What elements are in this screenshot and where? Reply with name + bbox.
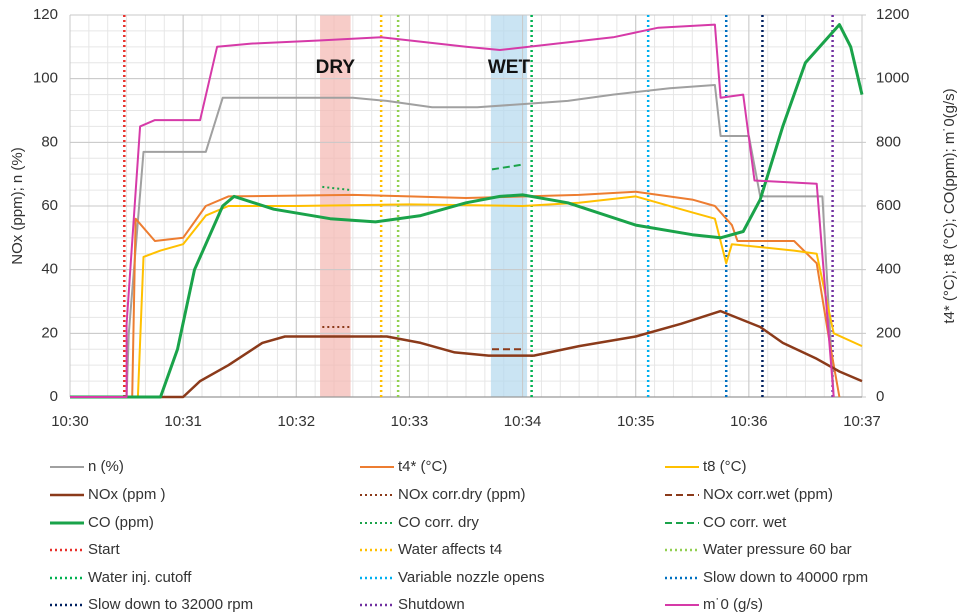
legend-label: Water inj. cutoff xyxy=(88,569,192,586)
legend-label: Variable nozzle opens xyxy=(398,569,544,586)
x-tick-label: 10:34 xyxy=(504,413,542,430)
legend-label: CO corr. wet xyxy=(703,514,787,531)
series-line xyxy=(70,190,841,398)
x-tick-label: 10:33 xyxy=(391,413,429,430)
x-tick-label: 10:36 xyxy=(730,413,768,430)
y2-tick-label: 800 xyxy=(876,133,901,150)
legend-label: Water affects t4 xyxy=(398,541,502,558)
legend-label: t8 (°C) xyxy=(703,458,747,475)
series-line xyxy=(70,195,863,398)
legend-item: t8 (°C) xyxy=(665,458,747,475)
legend-label: CO corr. dry xyxy=(398,514,479,531)
series-line xyxy=(70,23,835,398)
y2-tick-label: 1000 xyxy=(876,70,909,87)
legend-item: m˙0 (g/s) xyxy=(665,596,763,613)
band-label: DRY xyxy=(316,57,356,78)
legend-label: Slow down to 40000 rpm xyxy=(703,569,868,586)
series-line xyxy=(70,23,864,399)
y2-axis-title: t4* (°C); t8 (°C); CO(ppm); m˙0(g/s) xyxy=(941,88,958,323)
legend-item: NOx corr.dry (ppm) xyxy=(360,486,526,503)
legend-label: Slow down to 32000 rpm xyxy=(88,596,253,613)
x-tick-label: 10:30 xyxy=(51,413,89,430)
legend-item: Water inj. cutoff xyxy=(50,569,192,586)
legend-label: Shutdown xyxy=(398,596,465,613)
y-tick-label: 40 xyxy=(41,261,58,278)
y2-tick-label: 400 xyxy=(876,261,901,278)
y-tick-label: 120 xyxy=(33,6,58,23)
legend-label: Water pressure 60 bar xyxy=(703,541,852,558)
y-tick-label: 20 xyxy=(41,324,58,341)
legend-item: CO corr. dry xyxy=(360,514,479,531)
y2-tick-label: 1200 xyxy=(876,6,909,23)
legend-label: Start xyxy=(88,541,121,558)
legend-label: m˙0 (g/s) xyxy=(703,596,763,613)
legend-label: CO (ppm) xyxy=(88,514,154,531)
legend-item: CO corr. wet xyxy=(665,514,787,531)
series-line xyxy=(491,163,523,171)
legend-item: Slow down to 40000 rpm xyxy=(665,569,868,586)
legend-item: Water pressure 60 bar xyxy=(665,541,852,558)
y2-tick-label: 0 xyxy=(876,388,884,405)
legend-item: NOx corr.wet (ppm) xyxy=(665,486,833,503)
y-tick-label: 100 xyxy=(33,70,58,87)
y-tick-label: 60 xyxy=(41,197,58,214)
x-tick-label: 10:35 xyxy=(617,413,655,430)
x-tick-label: 10:37 xyxy=(843,413,881,430)
legend-item: Start xyxy=(50,541,121,558)
legend-item: t4* (°C) xyxy=(360,458,447,475)
y2-tick-label: 600 xyxy=(876,197,901,214)
legend-item: NOx (ppm ) xyxy=(50,486,166,503)
legend-item: Slow down to 32000 rpm xyxy=(50,596,253,613)
y2-tick-label: 200 xyxy=(876,324,901,341)
y-tick-label: 0 xyxy=(50,388,58,405)
legend-label: NOx corr.dry (ppm) xyxy=(398,486,526,503)
series-line xyxy=(70,84,835,398)
legend-item: n (%) xyxy=(50,458,124,475)
legend-label: t4* (°C) xyxy=(398,458,447,475)
series-line xyxy=(70,309,863,399)
x-tick-label: 10:32 xyxy=(278,413,316,430)
legend-item: Water affects t4 xyxy=(360,541,502,558)
legend-item: CO (ppm) xyxy=(50,514,154,531)
y-tick-label: 80 xyxy=(41,133,58,150)
legend-label: n (%) xyxy=(88,458,124,475)
legend-item: Shutdown xyxy=(360,596,465,613)
legend-item: Variable nozzle opens xyxy=(360,569,544,586)
y-axis-title: NOx (ppm); n (%) xyxy=(9,147,26,265)
x-tick-label: 10:31 xyxy=(164,413,202,430)
band-label: WET xyxy=(488,57,531,78)
legend-label: NOx corr.wet (ppm) xyxy=(703,486,833,503)
legend-label: NOx (ppm ) xyxy=(88,486,166,503)
